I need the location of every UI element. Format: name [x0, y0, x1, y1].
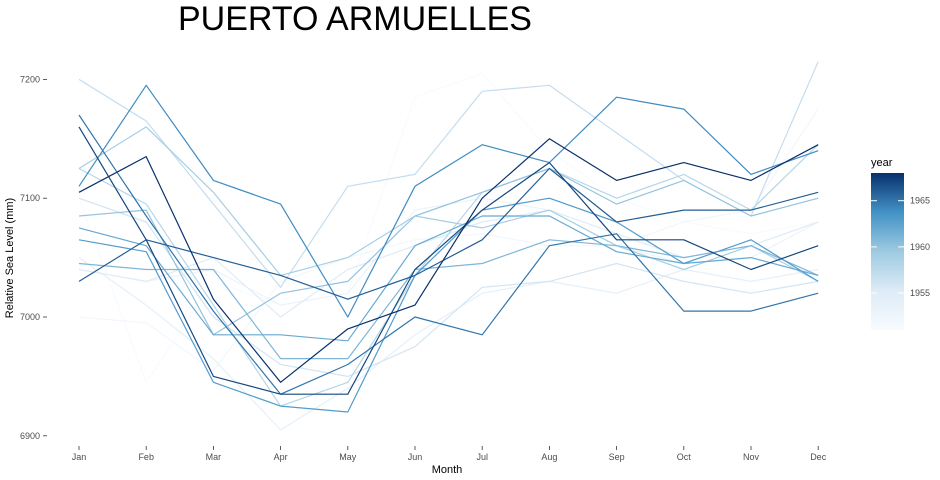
x-tick-label: Apr	[274, 452, 288, 462]
x-tick-label: Oct	[677, 452, 692, 462]
x-tick-label: May	[339, 452, 357, 462]
legend-tick-label: 1955	[910, 288, 930, 298]
x-tick-label: Jun	[408, 452, 423, 462]
series-line-1964	[78, 84, 819, 318]
color-legend: year 1955 1960 1965	[871, 157, 930, 330]
series-line-1952	[78, 108, 819, 372]
x-tick-label: Jul	[476, 452, 488, 462]
series-layer	[78, 61, 819, 431]
series-line-1956	[78, 197, 819, 377]
x-tick-label: Nov	[743, 452, 760, 462]
x-tick-label: Feb	[138, 452, 154, 462]
y-axis-title: Relative Sea Level (mm)	[4, 198, 16, 318]
y-axis: 6900 7000 7100 7200	[20, 74, 47, 441]
x-tick-label: Dec	[810, 452, 827, 462]
y-tick-label: 6900	[20, 431, 40, 441]
x-tick-label: Jan	[72, 452, 87, 462]
series-line-1951	[78, 72, 819, 383]
series-line-1965	[78, 114, 819, 395]
x-tick-label: Mar	[206, 452, 222, 462]
y-tick-label: 7000	[20, 312, 40, 322]
legend-ticks: 1955 1960 1965	[871, 196, 930, 298]
series-line-1958	[78, 144, 819, 407]
series-line-1960	[78, 167, 819, 336]
series-line-1968	[78, 138, 819, 383]
x-tick-label: Aug	[541, 452, 557, 462]
series-line-1959	[78, 126, 819, 282]
y-tick-label: 7100	[20, 193, 40, 203]
chart-title: PUERTO ARMUELLES	[178, 0, 532, 38]
x-axis: Jan Feb Mar Apr May Jun Jul Aug Sep Oct Nov Dec	[72, 446, 827, 462]
legend-colorbar	[871, 173, 904, 330]
series-line-1962	[78, 215, 819, 342]
series-line-1963	[78, 197, 819, 413]
legend-title: year	[871, 157, 893, 169]
series-line-1961	[78, 239, 819, 360]
legend-tick-label: 1965	[910, 196, 930, 206]
x-tick-label: Sep	[609, 452, 625, 462]
legend-tick-label: 1960	[910, 242, 930, 252]
series-line-1954	[78, 257, 819, 431]
y-tick-label: 7200	[20, 74, 40, 84]
series-line-1966	[78, 167, 819, 300]
x-axis-title: Month	[432, 464, 463, 476]
series-line-1967	[78, 126, 819, 395]
